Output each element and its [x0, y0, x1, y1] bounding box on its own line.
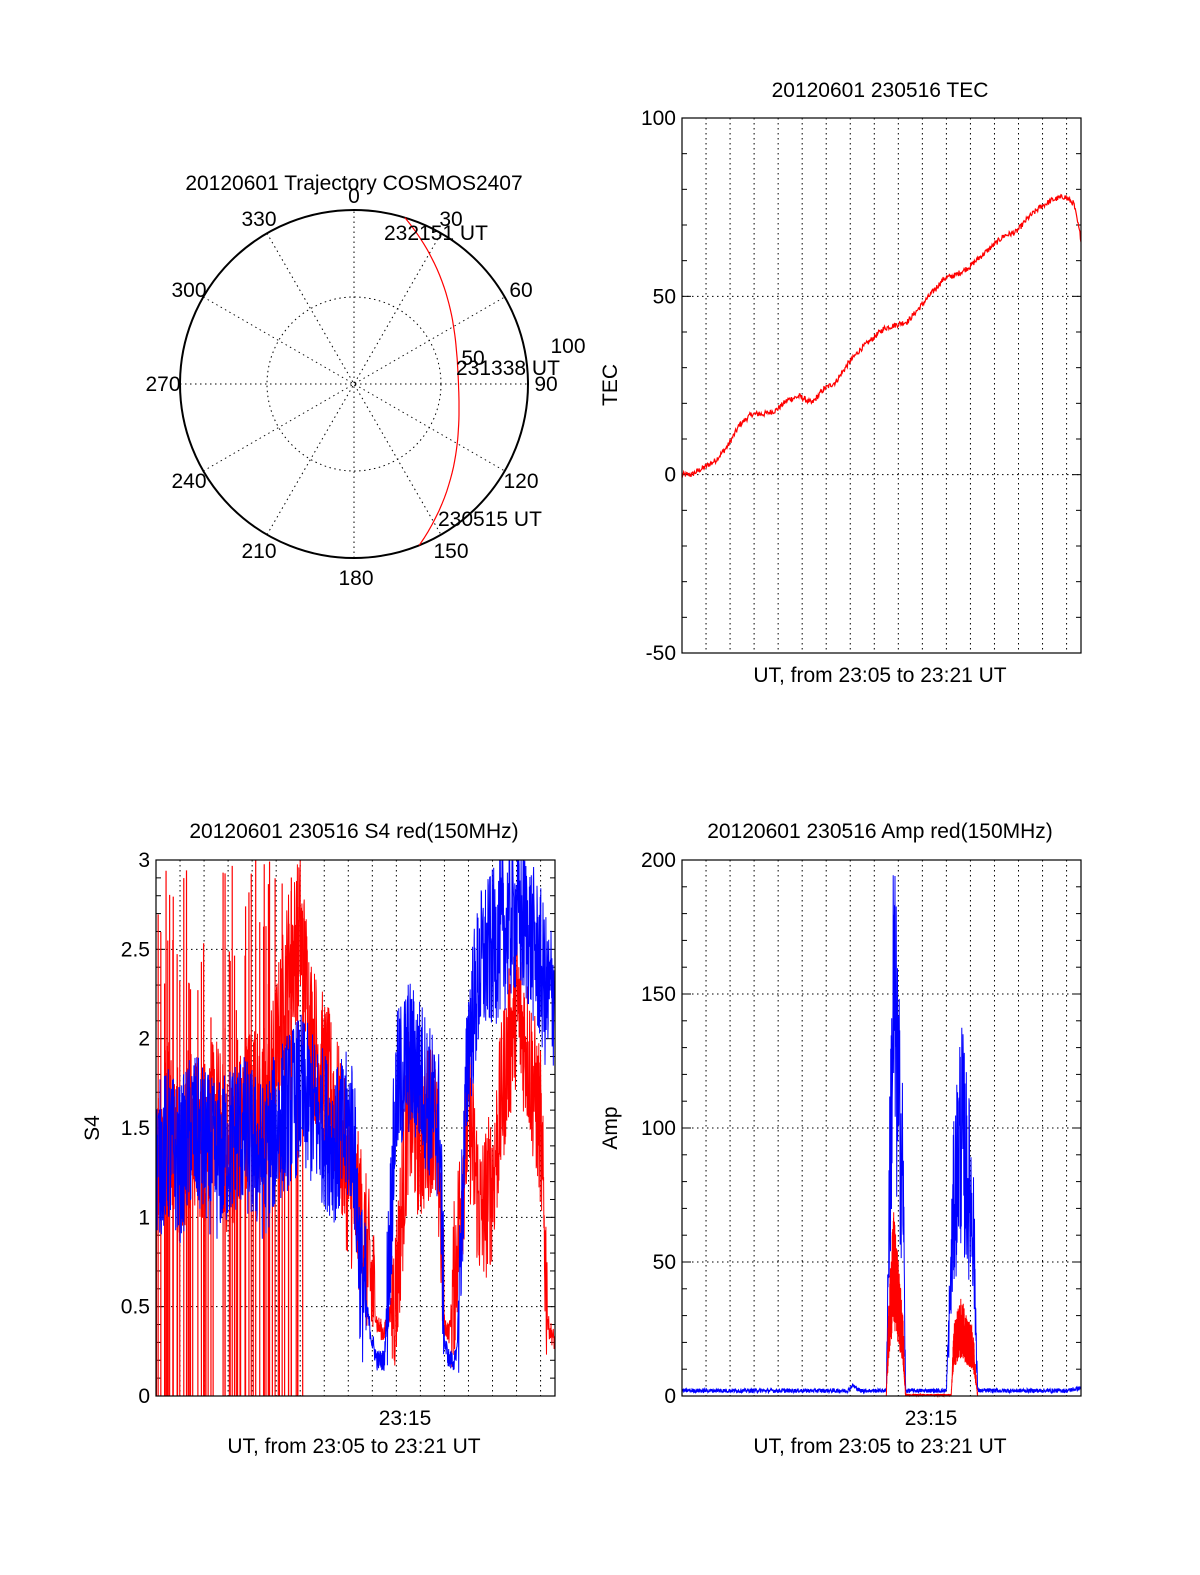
polar-angle-label: 150 — [433, 540, 468, 563]
amp-title: 20120601 230516 Amp red(150MHz) — [707, 820, 1053, 843]
s4-ylabel: S4 — [81, 1115, 104, 1141]
tec-grid — [682, 117, 1081, 654]
trajectory-panel: 20120601 Trajectory COSMOS2407 0 30 60 90 12… — [145, 172, 585, 590]
s4-plot-frame — [155, 859, 556, 1397]
s4-y-tick-label: 2 — [138, 1028, 150, 1051]
polar-spoke — [266, 233, 442, 535]
tec-y-tick-label: 50 — [653, 285, 676, 308]
polar-spoke — [266, 233, 442, 535]
polar-spoke — [203, 296, 505, 472]
polar-angle-label: 0 — [348, 185, 360, 208]
tec-series — [681, 193, 1082, 479]
s4-series-line — [155, 859, 556, 1373]
polar-angle-label: 120 — [503, 470, 538, 493]
amp-xlabel: UT, from 23:05 to 23:21 UT — [753, 1435, 1006, 1458]
polar-radial-label: 100 — [550, 335, 585, 358]
s4-y-tick-label: 0.5 — [121, 1296, 150, 1319]
track-annotation-label: 231338 UT — [456, 357, 560, 380]
tec-panel: 20120601 230516 TEC -50 0 50 100 TEC UT, fr… — [599, 79, 1082, 687]
tec-y-tick-label: 0 — [664, 464, 676, 487]
amp-y-tick-label: 150 — [641, 983, 676, 1006]
polar-angle-label: 30 — [439, 208, 462, 231]
tec-ylabel: TEC — [599, 364, 622, 406]
trajectory-title: 20120601 Trajectory COSMOS2407 — [185, 172, 522, 195]
satellite-track — [404, 217, 460, 546]
amp-series-line — [885, 1212, 979, 1398]
tec-y-tick-label: -50 — [646, 642, 676, 665]
polar-grid — [179, 209, 529, 559]
polar-angle-label: 240 — [171, 470, 206, 493]
track-annotations: 232151 UT 231338 UT 230515 UT — [384, 222, 560, 531]
amp-y-tick-label: 0 — [664, 1385, 676, 1408]
amp-y-tick-label: 100 — [641, 1117, 676, 1140]
s4-panel: 20120601 230516 S4 red(150MHz) 0 0.5 1 1.5 2… — [81, 820, 556, 1458]
tec-y-tick-labels: -50 0 50 100 — [641, 107, 676, 665]
s4-title: 20120601 230516 S4 red(150MHz) — [189, 820, 518, 843]
s4-series — [155, 859, 556, 1396]
track-annotation-label: 230515 UT — [438, 508, 542, 531]
amp-x-tick-label: 23:15 — [905, 1407, 958, 1430]
amp-y-tick-label: 50 — [653, 1251, 676, 1274]
amp-plot-frame — [681, 859, 1082, 1397]
amp-series — [681, 875, 1082, 1398]
amp-y-tick-label: 200 — [641, 849, 676, 872]
s4-xlabel: UT, from 23:05 to 23:21 UT — [227, 1435, 480, 1458]
s4-y-tick-label: 0 — [138, 1385, 150, 1408]
amp-ylabel: Amp — [599, 1106, 622, 1149]
amp-y-tick-labels: 0 50 100 150 200 — [641, 849, 676, 1408]
amp-panel: 20120601 230516 Amp red(150MHz) 0 50 100 15… — [599, 820, 1082, 1458]
polar-angle-label: 90 — [534, 373, 557, 396]
polar-angle-label: 270 — [145, 373, 180, 396]
tec-y-tick-label: 100 — [641, 107, 676, 130]
tec-xlabel: UT, from 23:05 to 23:21 UT — [753, 664, 1006, 687]
polar-inner-ring — [266, 296, 442, 472]
polar-angle-label: 60 — [509, 279, 532, 302]
polar-spoke — [203, 296, 505, 472]
polar-angle-label: 210 — [241, 540, 276, 563]
s4-y-tick-labels: 0 0.5 1 1.5 2 2.5 3 — [121, 849, 150, 1408]
polar-angle-label: 330 — [241, 208, 276, 231]
amp-grid — [682, 859, 1081, 1397]
polar-angle-label: 300 — [171, 279, 206, 302]
polar-radial-label: 50 — [461, 347, 484, 370]
amp-series-line — [681, 875, 1082, 1395]
tec-series-line — [681, 193, 1082, 479]
s4-y-tick-label: 2.5 — [121, 938, 150, 961]
s4-y-tick-label: 1 — [138, 1206, 150, 1229]
s4-y-tick-label: 1.5 — [121, 1117, 150, 1140]
s4-y-tick-label: 3 — [138, 849, 150, 872]
polar-radial-labels: 50 100 — [461, 335, 585, 370]
tec-title: 20120601 230516 TEC — [772, 79, 989, 102]
s4-x-tick-label: 23:15 — [379, 1407, 432, 1430]
tec-plot-frame — [681, 117, 1082, 654]
polar-angle-label: 180 — [338, 567, 373, 590]
track-annotation-label: 232151 UT — [384, 222, 488, 245]
polar-angle-labels: 0 30 60 90 120 150 180 210 240 270 300 330 — [145, 185, 557, 590]
